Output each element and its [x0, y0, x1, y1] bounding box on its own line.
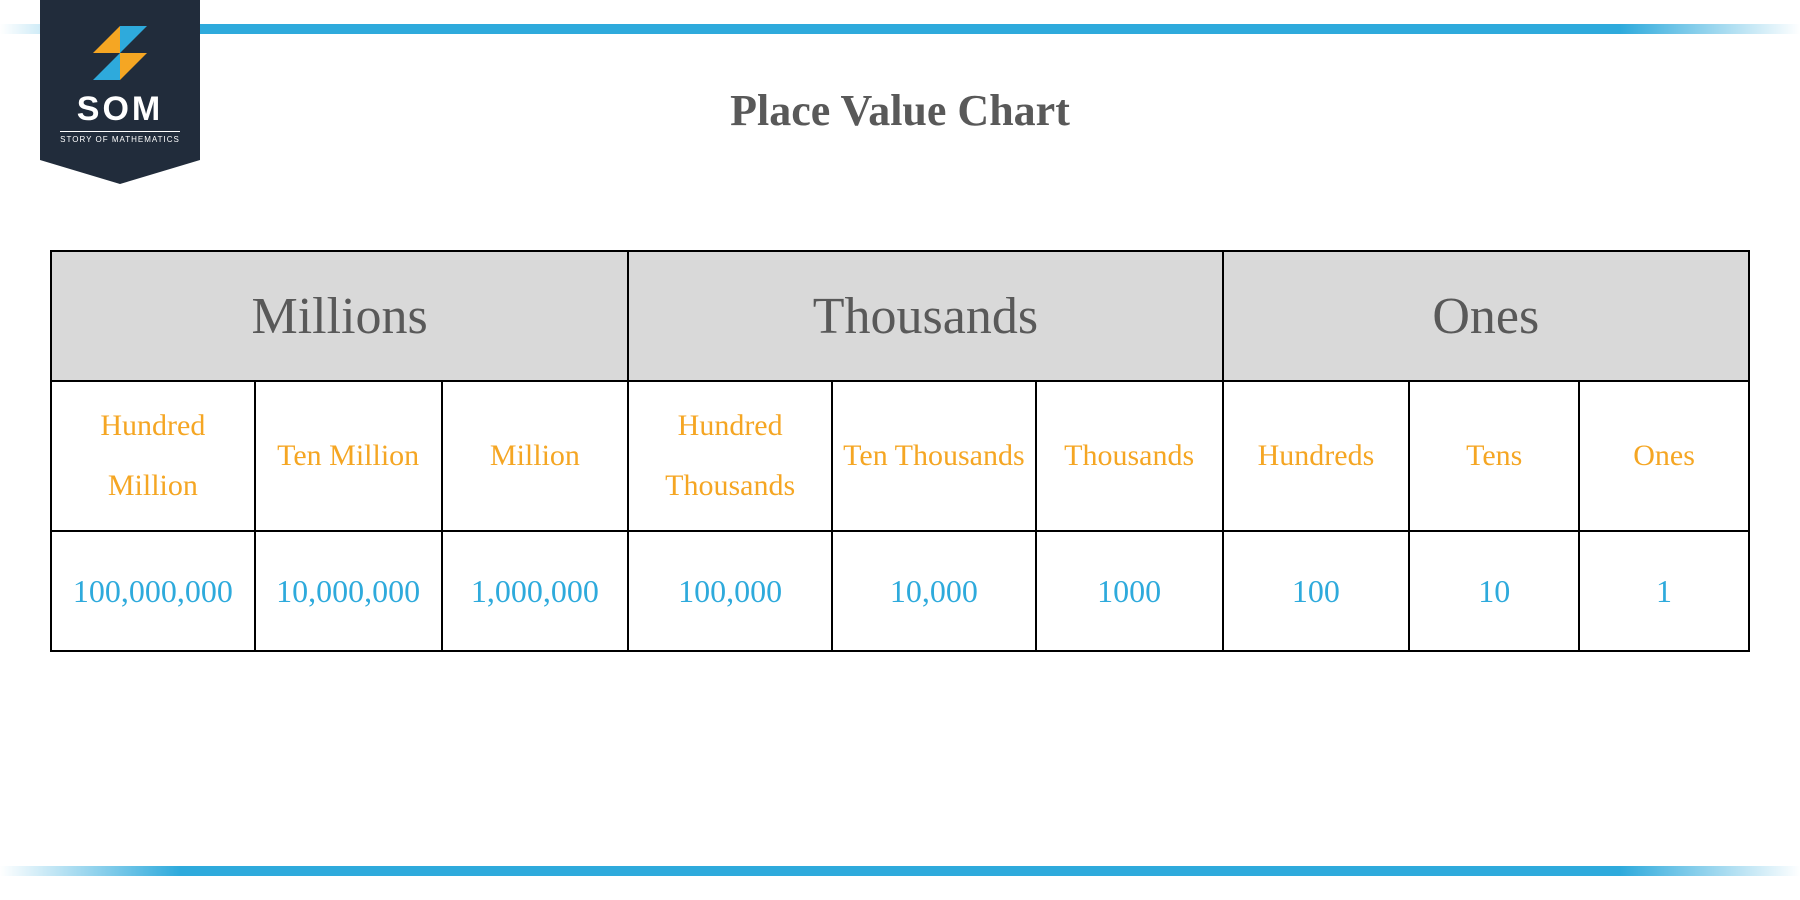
col-value: 10,000	[832, 531, 1036, 651]
column-value-row: 100,000,000 10,000,000 1,000,000 100,000…	[51, 531, 1749, 651]
column-label-row: Hundred Million Ten Million Million Hund…	[51, 381, 1749, 531]
col-value: 100,000,000	[51, 531, 255, 651]
group-header-row: Millions Thousands Ones	[51, 251, 1749, 381]
col-label: Million	[442, 381, 629, 531]
col-value: 10,000,000	[255, 531, 442, 651]
col-label: Ones	[1579, 381, 1749, 531]
group-ones: Ones	[1223, 251, 1749, 381]
col-value: 1	[1579, 531, 1749, 651]
bottom-accent-bar	[0, 866, 1800, 876]
place-value-table: Millions Thousands Ones Hundred Million …	[50, 250, 1750, 652]
group-thousands: Thousands	[628, 251, 1222, 381]
logo-badge: SOM STORY OF MATHEMATICS	[40, 0, 200, 160]
col-label: Hundred Thousands	[628, 381, 832, 531]
top-accent-bar	[0, 24, 1800, 34]
group-millions: Millions	[51, 251, 628, 381]
col-label: Ten Million	[255, 381, 442, 531]
col-value: 1000	[1036, 531, 1223, 651]
col-value: 10	[1409, 531, 1579, 651]
col-label: Ten Thousands	[832, 381, 1036, 531]
col-label: Thousands	[1036, 381, 1223, 531]
col-label: Hundreds	[1223, 381, 1410, 531]
logo-icon	[93, 26, 147, 80]
col-value: 1,000,000	[442, 531, 629, 651]
col-label: Tens	[1409, 381, 1579, 531]
page-title: Place Value Chart	[0, 85, 1800, 136]
col-value: 100,000	[628, 531, 832, 651]
col-label: Hundred Million	[51, 381, 255, 531]
col-value: 100	[1223, 531, 1410, 651]
